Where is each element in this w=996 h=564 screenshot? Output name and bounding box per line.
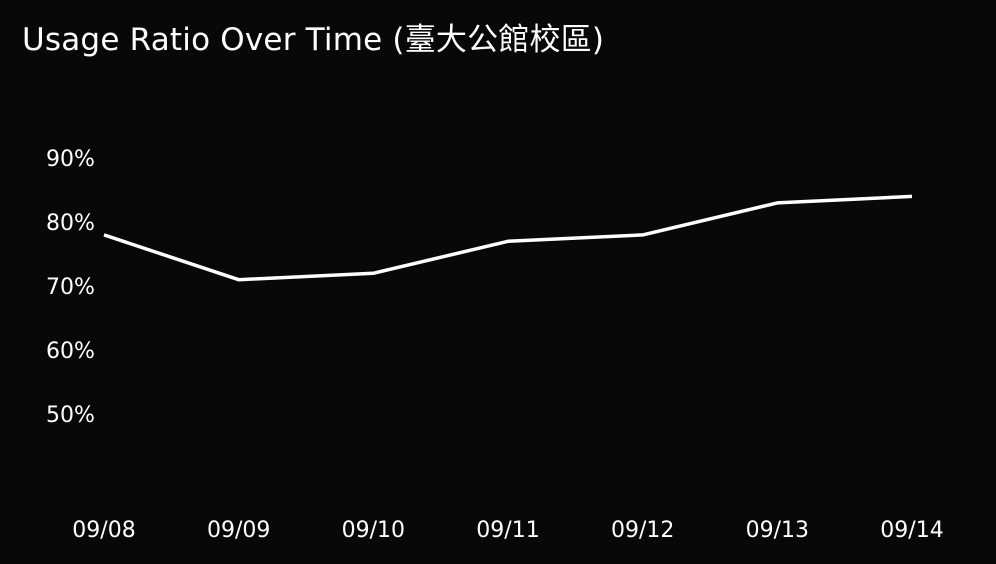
x-tick-label: 09/12 bbox=[611, 518, 674, 543]
series-layer bbox=[103, 194, 913, 282]
y-tick-label: 90% bbox=[46, 147, 95, 172]
y-tick-label: 70% bbox=[46, 275, 95, 300]
series-line bbox=[103, 194, 913, 282]
y-tick-label: 80% bbox=[46, 211, 95, 236]
x-tick-label: 09/09 bbox=[207, 518, 270, 543]
y-tick-label: 60% bbox=[46, 339, 95, 364]
x-tick-label: 09/10 bbox=[342, 518, 405, 543]
x-tick-label: 09/11 bbox=[476, 518, 539, 543]
y-tick-label: 50% bbox=[46, 403, 95, 428]
chart-title: Usage Ratio Over Time (臺大公館校區) bbox=[22, 22, 605, 58]
x-tick-label: 09/08 bbox=[72, 518, 135, 543]
x-tick-label: 09/14 bbox=[880, 518, 943, 543]
x-axis-ticks: 09/08 09/09 09/10 09/11 09/12 09/13 09/14 bbox=[72, 518, 943, 543]
x-tick-label: 09/13 bbox=[746, 518, 809, 543]
y-axis-ticks: 50% 60% 70% 80% 90% bbox=[46, 147, 95, 428]
